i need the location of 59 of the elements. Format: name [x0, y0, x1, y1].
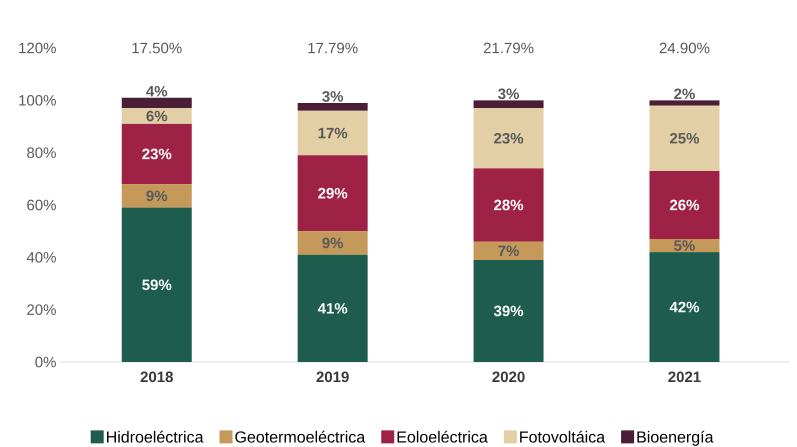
bar [122, 124, 192, 184]
y-tick-label: 80% [27, 147, 56, 158]
bar [298, 155, 368, 232]
bar [122, 208, 192, 362]
legend-label: Bioenergía [637, 430, 714, 446]
data-label: 28% [494, 200, 524, 210]
bar [298, 102, 368, 111]
annotation: 21.79% [484, 42, 534, 54]
data-label: 39% [494, 306, 524, 316]
data-label: 59% [142, 279, 172, 290]
data-label: 4% [146, 86, 168, 97]
data-label: 2% [674, 88, 695, 100]
data-label: 25% [670, 132, 700, 144]
bar [649, 100, 720, 106]
data-label: 9% [146, 190, 168, 202]
legend-label: Fotovoltáica [520, 430, 606, 443]
y-tick-label: 0% [35, 356, 56, 368]
annotation: 24.90% [660, 42, 710, 54]
annotation: 17.79% [308, 42, 358, 54]
bar [298, 254, 368, 362]
data-label: 3% [498, 88, 519, 100]
y-tick-label: 120% [19, 42, 56, 54]
bar [474, 168, 544, 242]
x-tick-label: 2020 [492, 372, 525, 382]
data-label: 9% [322, 238, 344, 248]
bar [122, 108, 192, 124]
data-label: 7% [498, 246, 519, 256]
bar [474, 260, 544, 362]
bar [474, 100, 544, 108]
y-tick-label: 60% [27, 200, 56, 210]
data-label: 41% [318, 303, 348, 314]
data-label: 42% [670, 302, 700, 312]
y-tick-label: 100% [19, 95, 56, 106]
y-tick-label: 20% [27, 304, 56, 315]
data-label: 29% [318, 188, 348, 199]
legend-label: Hidroeléctrica [107, 430, 204, 443]
annotation: 17.50% [132, 42, 182, 54]
data-label: 3% [322, 91, 344, 102]
data-label: 26% [670, 200, 700, 210]
bar [122, 184, 192, 208]
data-label: 23% [494, 132, 524, 144]
x-tick-label: 2021 [668, 372, 701, 382]
bar [122, 98, 192, 108]
bar [298, 110, 368, 156]
bar [474, 242, 544, 260]
y-tick-label: 40% [26, 252, 56, 263]
bar [474, 108, 544, 168]
bar [649, 252, 720, 362]
data-label: 6% [146, 110, 168, 122]
bar [649, 170, 720, 240]
data-label: 17% [318, 128, 348, 138]
x-tick-label: 2019 [316, 372, 349, 382]
bar [298, 231, 368, 255]
x-tick-label: 2018 [140, 372, 173, 382]
legend-label: Eoloeléctrica [398, 430, 488, 443]
bar [649, 106, 720, 171]
data-label: 23% [142, 148, 172, 160]
legend-label: Geotermoeléctrica [235, 430, 366, 443]
data-label: 5% [674, 240, 695, 251]
